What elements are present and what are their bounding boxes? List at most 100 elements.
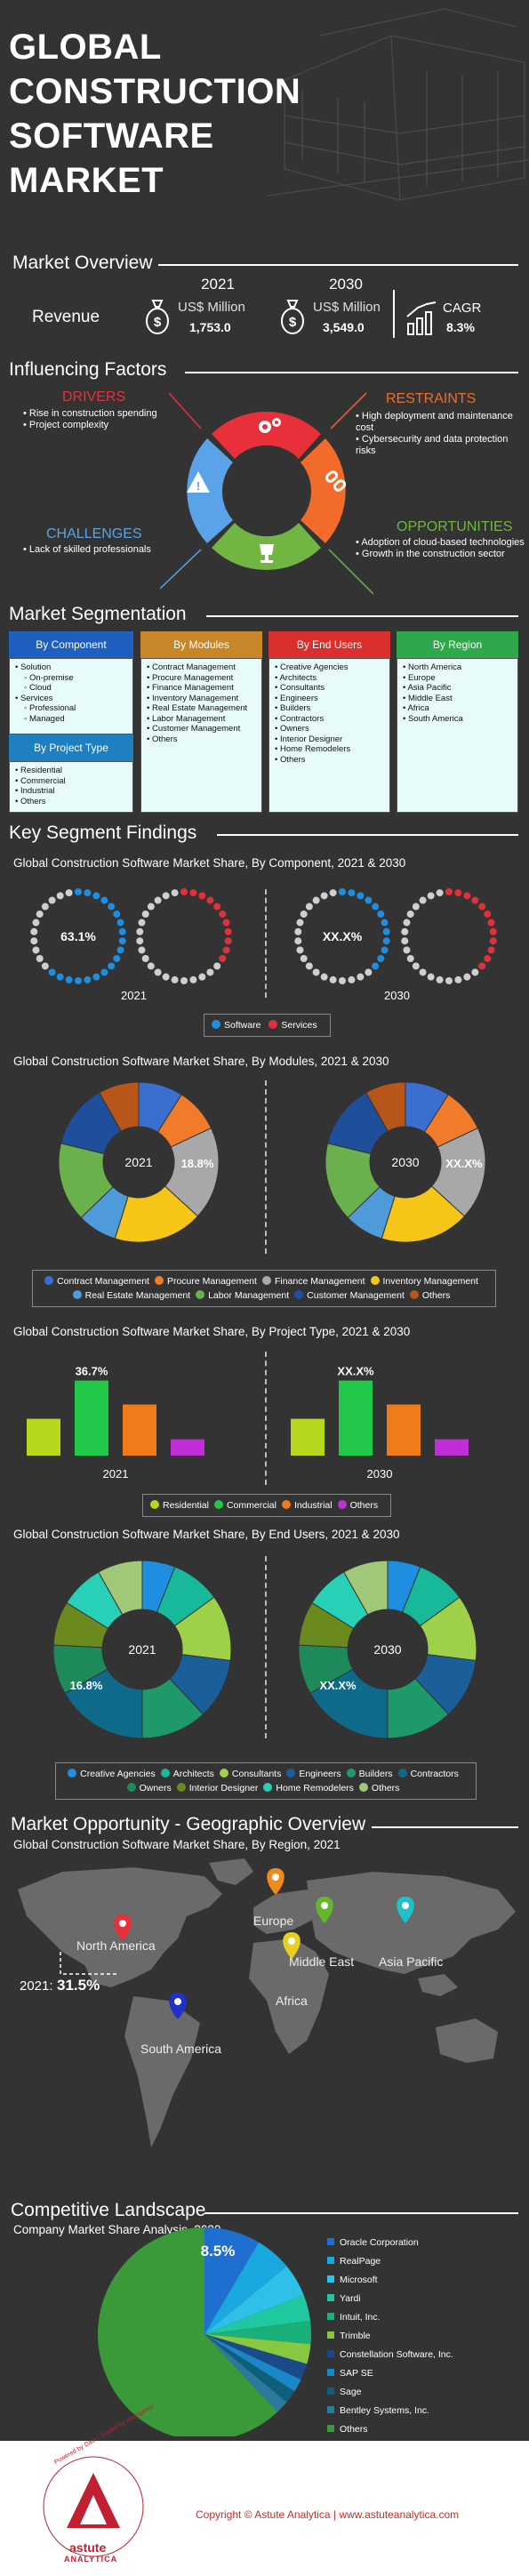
- ring-dot: [478, 962, 486, 970]
- ring-dot: [141, 955, 149, 962]
- restraints-segment: [301, 438, 346, 543]
- challenges-segment: [187, 438, 233, 543]
- company-slice: [204, 2266, 304, 2334]
- callout-value: 31.5%: [57, 1977, 100, 1994]
- legend-label: Industrial: [293, 1500, 333, 1511]
- legend-item: Constellation Software, Inc.: [327, 2346, 453, 2364]
- legend-swatch: [154, 1276, 164, 1285]
- company-slice: [204, 2334, 311, 2364]
- ring-dot: [116, 919, 124, 927]
- ring-dot: [296, 946, 304, 954]
- legend-label: Interior Designer: [188, 1783, 259, 1794]
- legend-label: Architects: [172, 1769, 214, 1779]
- legend-swatch: [327, 2313, 334, 2320]
- ring-dot: [312, 968, 320, 976]
- legend-item: Commercial: [213, 1498, 277, 1513]
- legend-swatch: [327, 2387, 334, 2395]
- donut-center-label: 2021: [124, 1155, 152, 1169]
- southeast-asia-shape: [418, 1974, 458, 1996]
- seg-box-modules: Contract Management Procure Management F…: [140, 658, 262, 813]
- legend-swatch: [327, 2257, 334, 2264]
- legend-item: Others: [409, 1288, 450, 1303]
- ring-dot: [300, 955, 308, 962]
- africa-shape: [249, 1938, 329, 2054]
- legend-swatch: [397, 1769, 407, 1778]
- project-type-item: Residential: [15, 766, 127, 776]
- ring-dot: [487, 946, 495, 954]
- ring-dot: [222, 946, 230, 954]
- ring-dot: [41, 962, 49, 970]
- company-slice: [204, 2334, 308, 2380]
- ring-dot: [48, 896, 56, 904]
- broken-link-icon: [325, 470, 347, 492]
- bar-value-label: XX.X%: [337, 1365, 374, 1378]
- modules-2030-slice: [430, 1128, 486, 1217]
- segmentation-title: Market Segmentation: [9, 604, 187, 624]
- legend-item: Microsoft: [327, 2271, 453, 2290]
- ring-dot: [294, 927, 302, 935]
- south-america-shape: [124, 1996, 200, 2147]
- region-item: Asia Pacific: [403, 683, 512, 694]
- bar-value-label: 36.7%: [76, 1365, 108, 1378]
- ring-dot: [305, 962, 313, 970]
- module-item: Real Estate Management: [147, 703, 256, 714]
- ring-dot: [32, 946, 40, 954]
- legend-label: Sage: [340, 2387, 362, 2397]
- legend-item: Sage: [327, 2383, 453, 2402]
- ring-dot: [213, 962, 221, 970]
- location-pin-icon: [316, 1897, 333, 1923]
- legend-label: Builders: [358, 1769, 393, 1779]
- australia-shape: [436, 2018, 498, 2063]
- company-slice: [98, 2227, 278, 2436]
- ring-dot: [198, 892, 206, 900]
- location-pin-icon: [267, 1868, 285, 1895]
- region-label-middle-east: Middle East: [289, 1954, 355, 1969]
- drivers-list: Rise in construction spending Project co…: [23, 408, 183, 431]
- copyright: Copyright © Astute Analytica | www.astut…: [196, 2508, 459, 2521]
- ring-dot: [357, 973, 365, 981]
- overview-divider: [393, 290, 395, 338]
- ring-dot: [419, 968, 427, 976]
- challenge-item: Lack of skilled professionals: [23, 544, 183, 556]
- ring-dot: [436, 975, 444, 983]
- ring-dot: [412, 903, 420, 911]
- year-2030: 2030: [329, 276, 363, 293]
- users-2030-slice: [343, 1560, 389, 1616]
- ring-dot: [224, 927, 232, 935]
- ring-dot: [36, 911, 44, 918]
- seg-box-project-type: Residential Commercial Industrial Others: [9, 761, 133, 813]
- modules-value-label: XX.X%: [445, 1157, 483, 1170]
- year-2021: 2021: [201, 276, 235, 293]
- legend-label: Creative Agencies: [80, 1769, 156, 1779]
- ring-dot: [36, 955, 44, 962]
- ring-dot: [56, 892, 64, 900]
- region-label-europe: Europe: [253, 1914, 294, 1928]
- seg-head-end-users: By End Users: [269, 631, 390, 658]
- ring-dot: [30, 927, 38, 935]
- title-line-4: MARKET: [9, 161, 164, 200]
- findings-title: Key Segment Findings: [9, 823, 197, 843]
- factors-wheel: !: [160, 392, 373, 595]
- legend-item: Real Estate Management: [72, 1288, 190, 1303]
- ring-dot: [454, 975, 462, 983]
- legend-swatch: [286, 1769, 296, 1778]
- pin-center: [321, 1902, 328, 1909]
- website-link[interactable]: www.astuteanalytica.com: [339, 2508, 460, 2521]
- ring-dot: [206, 896, 214, 904]
- overview-title: Market Overview: [12, 253, 153, 273]
- pin-center: [174, 1998, 181, 2005]
- svg-text:!: !: [196, 479, 200, 493]
- component-subitem: ◦ Cloud: [24, 683, 52, 693]
- region-label-asia-pacific: Asia Pacific: [379, 1954, 444, 1969]
- title-line-3: SOFTWARE: [9, 116, 214, 156]
- building-illustration: [267, 8, 529, 201]
- ring-dot: [487, 919, 495, 927]
- ring-dot: [136, 927, 144, 935]
- module-item: Others: [147, 734, 256, 745]
- legend-label: Others: [349, 1500, 379, 1511]
- ring-dot: [427, 973, 435, 981]
- ring-dot: [489, 937, 497, 945]
- legend-item: Oracle Corporation: [327, 2234, 453, 2252]
- money-bag-icon: $: [281, 300, 304, 334]
- ring-dot: [48, 968, 56, 976]
